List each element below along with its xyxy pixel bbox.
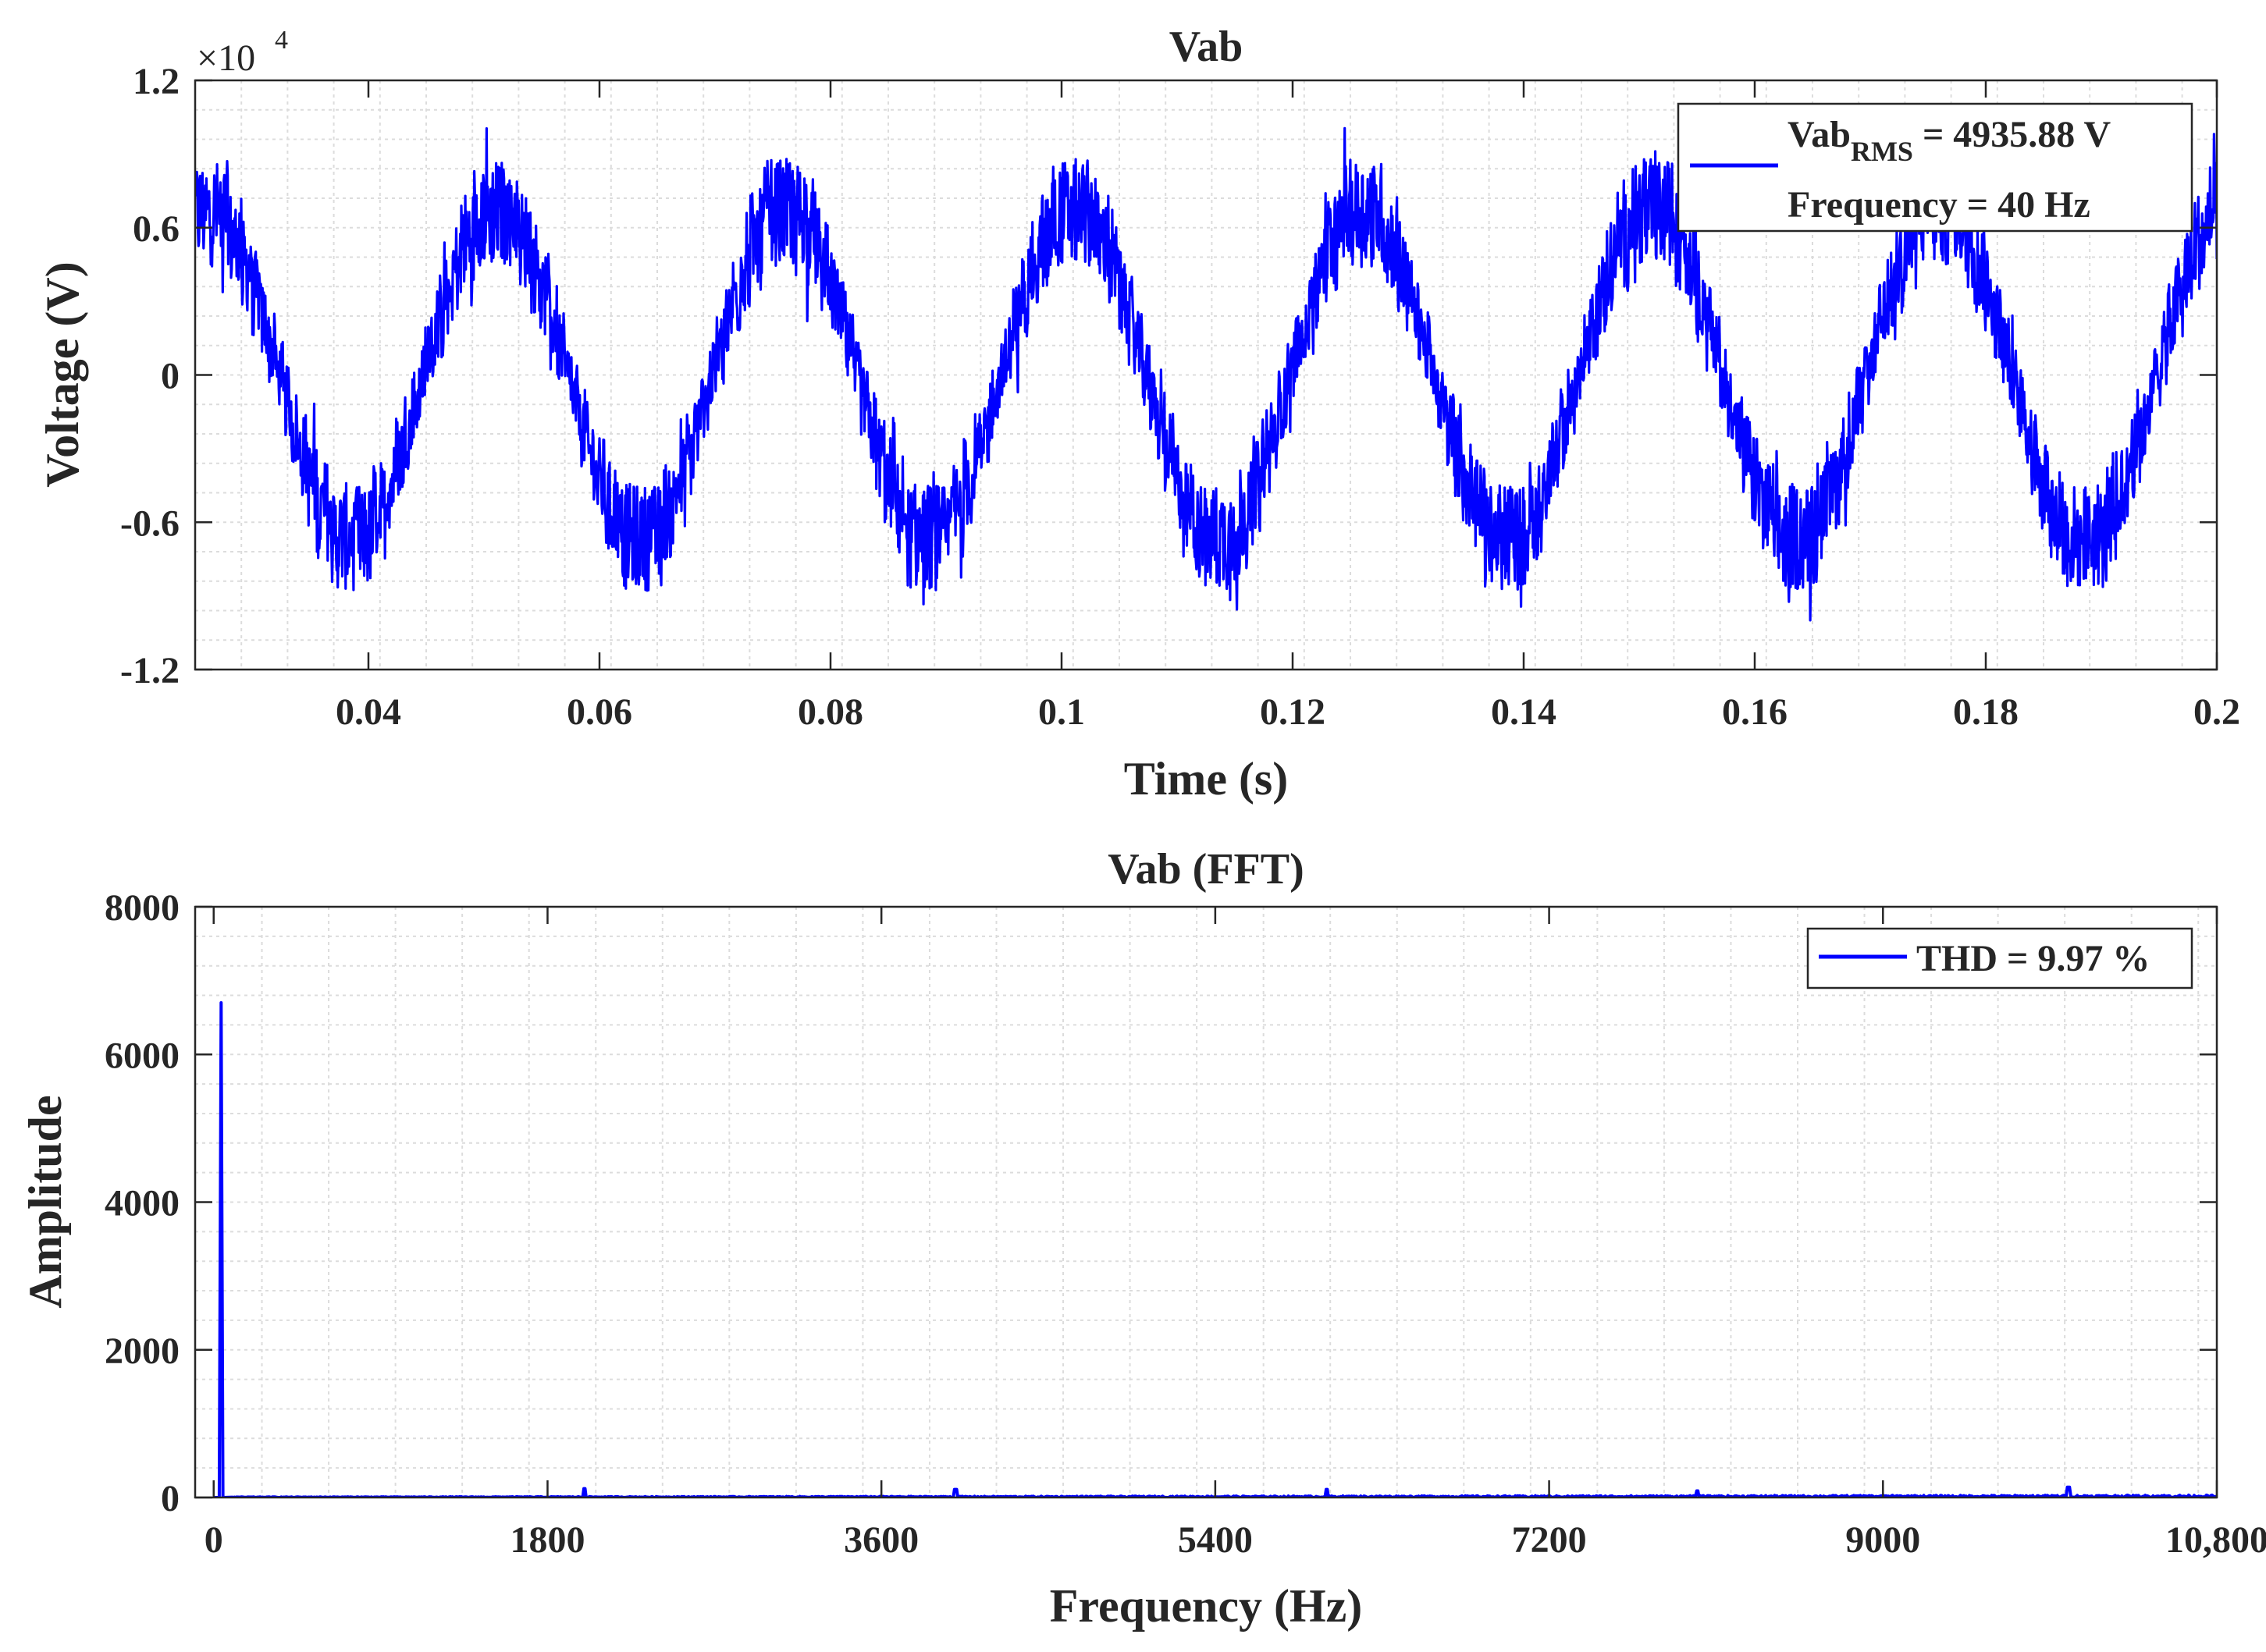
vab-legend-rms-subscript: RMS [1851,136,1913,167]
fft-legend: THD = 9.97 % [1806,927,2193,989]
vab-x-tick-label: 0.04 [336,691,401,733]
vab-fft-chart: 0 1800 3600 5400 7200 9000 10,800 0 2000 4000 600… [20,845,2266,1632]
vab-y-tick-label: -1.2 [120,650,180,691]
fft-y-tick-label: 0 [161,1478,180,1519]
vab-legend-rms: VabRMS = 4935.88 V [1788,114,2111,167]
fft-x-tick-label: 3600 [844,1519,919,1561]
fft-y-tick-label: 4000 [105,1183,180,1224]
fft-x-tick-label: 10,800 [2165,1519,2266,1561]
vab-voltage-line [195,126,2217,622]
vab-y-exponent-power: 4 [275,26,288,55]
fft-tick-marks [195,905,2218,1499]
vab-x-tick-label: 0.2 [2193,691,2240,733]
vab-y-tick-label: 1.2 [133,61,180,102]
vab-legend-rms-value: = 4935.88 V [1913,114,2111,155]
fft-x-tick-label: 1800 [510,1519,585,1561]
vab-y-axis-label: Voltage (V) [37,261,88,487]
vab-legend-frequency: Frequency = 40 Hz [1788,184,2090,226]
vab-legend-rms-prefix: Vab [1788,114,1851,155]
vab-legend: VabRMS = 4935.88 V Frequency = 40 Hz [1677,102,2193,233]
vab-time-chart: 0.04 0.06 0.08 0.1 0.12 0.14 0.16 0.18 0.2 -1.2-… [37,23,2240,805]
fft-y-tick-label: 8000 [105,887,180,929]
vab-tick-marks [195,79,2218,671]
fft-x-tick-labels: 0 1800 3600 5400 7200 9000 10,800 [205,1519,2266,1561]
fft-plot-area [195,907,2217,1497]
vab-x-tick-label: 0.06 [567,691,632,733]
vab-chart-title: Vab [1169,23,1243,71]
fft-legend-thd: THD = 9.97 % [1916,938,2150,979]
fft-x-tick-label: 5400 [1178,1519,1253,1561]
vab-y-tick-label: 0 [161,356,180,397]
vab-x-tick-label: 0.1 [1038,691,1085,733]
vab-x-tick-labels: 0.04 0.06 0.08 0.1 0.12 0.14 0.16 0.18 0.2 [336,691,2240,733]
vab-y-tick-labels: -1.2 -0.6 0 0.6 1.2 [120,61,180,691]
fft-y-axis-label: Amplitude [20,1095,71,1308]
vab-y-tick-label: 0.6 [133,208,180,250]
vab-y-exponent-base: ×10 [197,37,255,79]
fft-x-tick-label: 0 [205,1519,223,1561]
vab-x-axis-label: Time (s) [1124,753,1289,805]
fft-y-tick-label: 2000 [105,1330,180,1372]
vab-x-tick-label: 0.14 [1491,691,1556,733]
fft-y-tick-labels: 0 2000 4000 6000 8000 [105,887,180,1519]
vab-x-tick-label: 0.18 [1953,691,2019,733]
fft-grid [195,907,2217,1497]
vab-x-tick-label: 0.08 [798,691,863,733]
vab-y-exponent: ×10 4 [197,26,288,79]
fft-x-tick-label: 7200 [1512,1519,1587,1561]
fft-x-tick-label: 9000 [1845,1519,1920,1561]
vab-x-tick-label: 0.12 [1260,691,1325,733]
fft-y-tick-label: 6000 [105,1035,180,1076]
vab-y-tick-label: -0.6 [120,503,180,544]
fft-chart-title: Vab (FFT) [1108,845,1304,894]
vab-x-tick-label: 0.16 [1722,691,1788,733]
fft-x-axis-label: Frequency (Hz) [1050,1580,1362,1632]
